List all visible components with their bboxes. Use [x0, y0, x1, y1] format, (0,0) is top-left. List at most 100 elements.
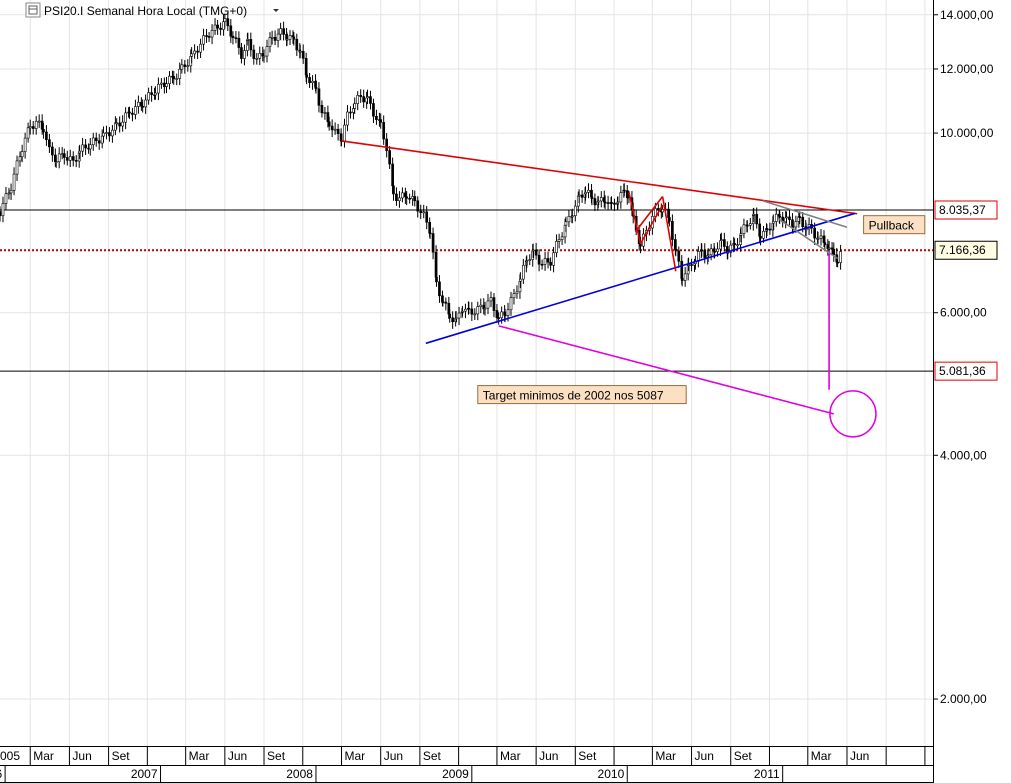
candle-down [408, 197, 411, 200]
candle-up [102, 132, 105, 137]
candle-up [134, 106, 137, 115]
candle-down [314, 86, 318, 90]
candle-up [398, 197, 401, 202]
candle-down [249, 39, 253, 51]
candle-down [207, 36, 211, 38]
candle-up [285, 38, 289, 41]
candle-down [226, 18, 230, 27]
candle-up [12, 173, 16, 191]
candle-up [190, 53, 193, 57]
candle-down [362, 96, 366, 103]
candle-down [196, 50, 199, 53]
candle-up [557, 239, 561, 242]
candle-down [537, 254, 541, 265]
pattern-line [628, 192, 642, 244]
candle-down [451, 317, 455, 323]
x-month-label: Set [267, 749, 286, 763]
candle-down [613, 202, 616, 205]
candle-up [531, 249, 535, 252]
x-month-label: Jun [850, 749, 869, 763]
candle-up [15, 160, 19, 175]
candle-up [243, 50, 246, 59]
candle-up [180, 64, 184, 70]
candle-up [560, 236, 564, 240]
x-year-label: 2007 [131, 767, 158, 781]
candle-up [137, 101, 140, 107]
candle-down [671, 220, 674, 240]
candle-up [683, 273, 687, 281]
candle-down [317, 88, 321, 106]
candle-up [288, 35, 292, 40]
candle-up [464, 308, 467, 312]
x-month-label: Jun [384, 749, 403, 763]
candle-up [178, 68, 182, 79]
candle-up [4, 193, 8, 204]
candle-up [506, 309, 510, 316]
candle-up [213, 24, 217, 31]
candle-down [674, 249, 678, 252]
candle-down [150, 92, 153, 95]
candle-up [333, 128, 337, 131]
candle-down [677, 250, 681, 262]
x-year-label: 2010 [598, 767, 625, 781]
x-month-label: Set [578, 749, 597, 763]
candle-up [794, 221, 798, 228]
candle-up [774, 213, 778, 222]
target-label: Target minimos de 2002 nos 5087 [477, 385, 687, 405]
candle-up [147, 92, 150, 101]
candle-down [703, 249, 707, 258]
candle-down [495, 310, 499, 318]
candle-up [839, 251, 842, 263]
candle-down [832, 248, 836, 256]
chart-title[interactable]: PSI20.I Semanal Hora Local (TMG+0) [25, 2, 279, 18]
candle-up [596, 200, 600, 203]
candle-down [326, 112, 330, 123]
candle-up [268, 37, 272, 47]
candle-up [599, 197, 603, 202]
candle-up [762, 230, 765, 239]
x-month-label: Set [112, 749, 131, 763]
candle-up [246, 39, 250, 41]
candle-down [444, 301, 448, 304]
candle-down [755, 214, 759, 225]
candle-up [210, 30, 214, 38]
trend-lines [341, 140, 877, 438]
x-month-label: Set [423, 749, 442, 763]
candle-up [121, 121, 124, 127]
x-month-label: Jun [228, 749, 247, 763]
candle-down [131, 112, 134, 115]
candle-down [240, 47, 243, 59]
chevron-down-icon[interactable] [273, 9, 279, 12]
candle-down [425, 211, 429, 223]
candle-up [68, 156, 72, 161]
grid [0, 0, 933, 746]
y-tick-label: 4.000,00 [940, 448, 987, 462]
candle-down [205, 35, 208, 37]
candle-down [610, 202, 613, 204]
candle-up [522, 264, 525, 280]
candle-down [680, 278, 684, 281]
candle-down [65, 157, 69, 161]
candle-down [768, 228, 772, 231]
trend-line-target-projection [498, 325, 834, 415]
y-tick-label: 2.000,00 [940, 692, 987, 706]
candle-up [528, 259, 532, 261]
candle-up [186, 65, 190, 68]
candle-down [31, 126, 35, 129]
candle-down [448, 313, 452, 319]
candle-down [700, 249, 704, 252]
candle-down [349, 111, 352, 114]
trend-line-resistance [341, 140, 858, 215]
candle-up [748, 223, 752, 226]
candle-up [564, 221, 568, 226]
candle-down [375, 115, 378, 120]
candle-up [489, 297, 493, 302]
candle-down [492, 297, 496, 311]
candle-down [778, 216, 782, 218]
candle-up [555, 241, 558, 253]
candle-down [229, 25, 233, 37]
candle-down [336, 128, 340, 134]
candle-down [788, 216, 791, 221]
candle-up [175, 78, 179, 80]
candle-up [827, 247, 831, 250]
